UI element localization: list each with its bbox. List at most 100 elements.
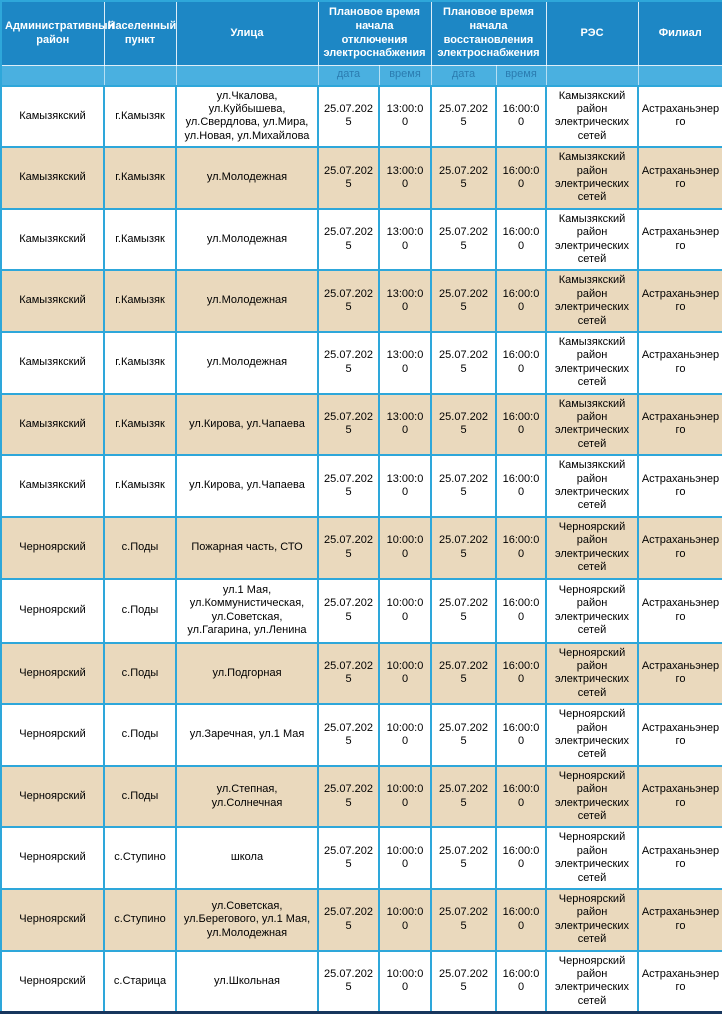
- cell-restore-time: 16:00:00: [495, 949, 547, 1014]
- subheader-restore-date: дата: [430, 65, 497, 86]
- cell-street: ул.Молодежная: [175, 146, 319, 210]
- table-body: Камызякский г.Камызяк ул.Чкалова, ул.Куйбы…: [0, 84, 722, 1014]
- header-row: Административный район Населенный пункт …: [0, 1, 722, 66]
- cell-street: ул.Советская, ул.Берегового, ул.1 Мая, у…: [175, 888, 319, 952]
- cell-res: Камызякский район электрических сетей: [545, 331, 639, 395]
- cell-res: Черноярский район электрических сетей: [545, 826, 639, 890]
- cell-branch: Астраханьэнерго: [637, 392, 722, 457]
- cell-street: ул.1 Мая, ул.Коммунистическая, ул.Советс…: [175, 577, 319, 644]
- cell-outage-time: 13:00:00: [378, 207, 432, 272]
- subheader-outage-date: дата: [317, 65, 380, 86]
- cell-district: Камызякский: [0, 454, 105, 518]
- cell-res: Черноярский район электрических сетей: [545, 703, 639, 767]
- cell-street: ул.Школьная: [175, 949, 319, 1014]
- cell-street: ул.Заречная, ул.1 Мая: [175, 703, 319, 767]
- cell-branch: Астраханьэнерго: [637, 703, 722, 767]
- cell-res: Черноярский район электрических сетей: [545, 949, 639, 1014]
- subheader-empty-street: [175, 65, 319, 86]
- cell-street: ул.Молодежная: [175, 207, 319, 272]
- cell-settlement: г.Камызяк: [103, 392, 177, 457]
- cell-outage-time: 10:00:00: [378, 641, 432, 706]
- cell-outage-date: 25.07.2025: [317, 764, 380, 829]
- table-row: Камызякский г.Камызяк ул.Кирова, ул.Чапаев…: [0, 454, 722, 518]
- cell-branch: Астраханьэнерго: [637, 577, 722, 644]
- header-street: Улица: [175, 1, 319, 66]
- cell-outage-time: 13:00:00: [378, 146, 432, 210]
- table-header: Административный район Населенный пункт …: [0, 1, 722, 86]
- cell-outage-time: 10:00:00: [378, 764, 432, 829]
- cell-res: Камызякский район электрических сетей: [545, 269, 639, 333]
- cell-branch: Астраханьэнерго: [637, 515, 722, 580]
- cell-settlement: г.Камызяк: [103, 331, 177, 395]
- cell-restore-date: 25.07.2025: [430, 826, 497, 890]
- table-row: Черноярский с.Поды ул.1 Мая, ул.Коммунисти…: [0, 577, 722, 644]
- table-row: Черноярский с.Поды Пожарная часть, СТО 25.0…: [0, 515, 722, 580]
- cell-branch: Астраханьэнерго: [637, 207, 722, 272]
- cell-settlement: г.Камызяк: [103, 84, 177, 149]
- table-row: Камызякский г.Камызяк ул.Молодежная 25.07.2…: [0, 146, 722, 210]
- cell-branch: Астраханьэнерго: [637, 269, 722, 333]
- header-settlement: Населенный пункт: [103, 1, 177, 66]
- cell-district: Черноярский: [0, 949, 105, 1014]
- cell-restore-time: 16:00:00: [495, 641, 547, 706]
- cell-restore-time: 16:00:00: [495, 331, 547, 395]
- cell-district: Черноярский: [0, 515, 105, 580]
- cell-settlement: с.Поды: [103, 515, 177, 580]
- cell-outage-time: 13:00:00: [378, 392, 432, 457]
- cell-outage-time: 10:00:00: [378, 949, 432, 1014]
- cell-branch: Астраханьэнерго: [637, 764, 722, 829]
- cell-res: Черноярский район электрических сетей: [545, 577, 639, 644]
- cell-restore-date: 25.07.2025: [430, 764, 497, 829]
- cell-restore-date: 25.07.2025: [430, 577, 497, 644]
- header-district: Административный район: [0, 1, 114, 66]
- cell-branch: Астраханьэнерго: [637, 331, 722, 395]
- cell-outage-time: 10:00:00: [378, 515, 432, 580]
- cell-outage-date: 25.07.2025: [317, 703, 380, 767]
- cell-res: Камызякский район электрических сетей: [545, 392, 639, 457]
- cell-district: Черноярский: [0, 888, 105, 952]
- subheader-empty-settlement: [103, 65, 177, 86]
- cell-street: ул.Молодежная: [175, 331, 319, 395]
- cell-outage-date: 25.07.2025: [317, 949, 380, 1014]
- cell-outage-date: 25.07.2025: [317, 392, 380, 457]
- cell-branch: Астраханьэнерго: [637, 949, 722, 1014]
- cell-settlement: г.Камызяк: [103, 146, 177, 210]
- subheader-restore-time: время: [495, 65, 547, 86]
- cell-branch: Астраханьэнерго: [637, 454, 722, 518]
- cell-district: Камызякский: [0, 207, 105, 272]
- cell-district: Камызякский: [0, 331, 105, 395]
- cell-outage-time: 13:00:00: [378, 331, 432, 395]
- cell-restore-time: 16:00:00: [495, 269, 547, 333]
- cell-district: Черноярский: [0, 764, 105, 829]
- table-row: Камызякский г.Камызяк ул.Молодежная 25.07.2…: [0, 331, 722, 395]
- cell-outage-date: 25.07.2025: [317, 207, 380, 272]
- cell-res: Черноярский район электрических сетей: [545, 764, 639, 829]
- header-outage-time: Плановое время начала отключения электро…: [317, 1, 432, 66]
- cell-restore-time: 16:00:00: [495, 392, 547, 457]
- cell-district: Черноярский: [0, 826, 105, 890]
- cell-res: Черноярский район электрических сетей: [545, 888, 639, 952]
- cell-restore-date: 25.07.2025: [430, 392, 497, 457]
- cell-outage-time: 13:00:00: [378, 454, 432, 518]
- cell-branch: Астраханьэнерго: [637, 826, 722, 890]
- cell-res: Камызякский район электрических сетей: [545, 146, 639, 210]
- cell-res: Камызякский район электрических сетей: [545, 207, 639, 272]
- cell-settlement: с.Поды: [103, 764, 177, 829]
- cell-outage-date: 25.07.2025: [317, 146, 380, 210]
- cell-restore-time: 16:00:00: [495, 826, 547, 890]
- cell-district: Черноярский: [0, 703, 105, 767]
- subheader-empty-res: [545, 65, 639, 86]
- header-branch: Филиал: [637, 1, 722, 66]
- subheader-empty-district: [0, 65, 105, 86]
- cell-street: ул.Кирова, ул.Чапаева: [175, 392, 319, 457]
- cell-restore-date: 25.07.2025: [430, 703, 497, 767]
- cell-settlement: с.Ступино: [103, 888, 177, 952]
- cell-branch: Астраханьэнерго: [637, 641, 722, 706]
- cell-outage-date: 25.07.2025: [317, 826, 380, 890]
- cell-district: Камызякский: [0, 84, 105, 149]
- cell-restore-date: 25.07.2025: [430, 949, 497, 1014]
- cell-outage-time: 13:00:00: [378, 269, 432, 333]
- cell-district: Камызякский: [0, 146, 105, 210]
- cell-street: ул.Степная, ул.Солнечная: [175, 764, 319, 829]
